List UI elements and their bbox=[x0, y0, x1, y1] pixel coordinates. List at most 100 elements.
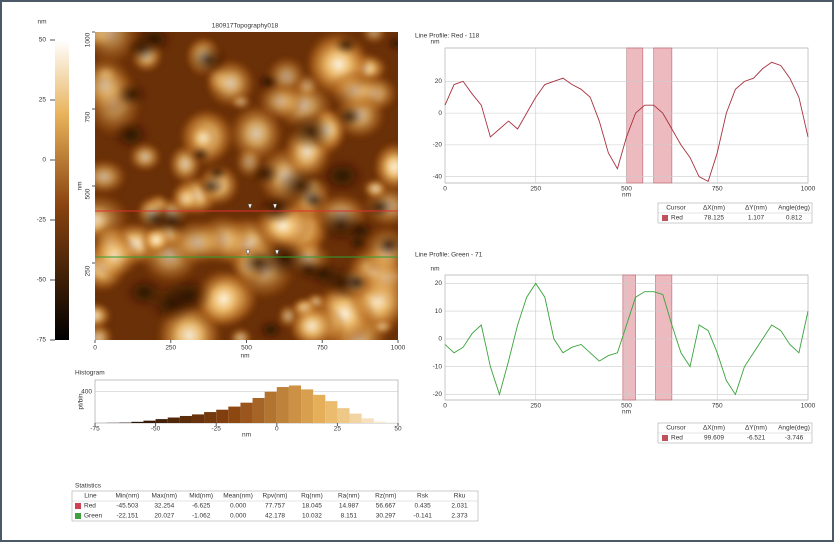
table-header: ΔY(nm) bbox=[745, 425, 767, 432]
table-cell: 0.000 bbox=[230, 503, 247, 510]
y-tick-label: 20 bbox=[435, 78, 443, 85]
histogram-bar bbox=[228, 406, 241, 423]
pit bbox=[336, 105, 364, 128]
pit bbox=[257, 193, 297, 225]
table-header: Rz(nm) bbox=[375, 493, 396, 500]
histogram-bar bbox=[349, 413, 362, 423]
y-tick-label: 0 bbox=[438, 110, 442, 117]
table-cell: 0.812 bbox=[786, 215, 803, 222]
histogram-bar bbox=[167, 417, 180, 423]
y-axis-label: nm bbox=[430, 39, 439, 46]
pit bbox=[124, 276, 165, 309]
histogram-bar bbox=[337, 408, 350, 423]
chart-title: Line Profile: Red - 118 bbox=[415, 33, 480, 40]
table-cell: Red bbox=[84, 503, 96, 510]
cursor-marker bbox=[247, 203, 278, 210]
cursor-band bbox=[655, 274, 673, 401]
y-tick-label: -10 bbox=[433, 363, 443, 370]
colorbar-tick-label: -75 bbox=[37, 337, 47, 344]
swatch bbox=[75, 513, 81, 519]
x-tick-label: 250 bbox=[530, 403, 541, 410]
table-cell: 78.125 bbox=[704, 215, 724, 222]
histogram-bar bbox=[325, 401, 338, 423]
pit bbox=[306, 260, 341, 288]
table-cell: 99.609 bbox=[704, 435, 724, 442]
pit bbox=[189, 44, 229, 76]
histogram-bar bbox=[301, 389, 314, 423]
grain bbox=[360, 32, 388, 45]
grain bbox=[256, 81, 305, 122]
colorbar-tick-label: -25 bbox=[37, 217, 47, 224]
histogram-bar bbox=[191, 414, 205, 423]
x-tick-label: 1000 bbox=[801, 186, 816, 193]
colorbar-tick-label: -50 bbox=[37, 277, 47, 284]
swatch bbox=[662, 435, 668, 441]
x-tick-label: 0 bbox=[93, 345, 97, 352]
table-header: Ra(nm) bbox=[338, 493, 360, 500]
table-cell: 20.027 bbox=[154, 513, 174, 520]
pit bbox=[115, 81, 148, 108]
histogram-bar bbox=[204, 412, 217, 423]
grain bbox=[128, 142, 162, 172]
pit bbox=[365, 196, 393, 219]
table-cell: 42.178 bbox=[265, 513, 285, 520]
grain bbox=[228, 327, 253, 340]
swatch bbox=[75, 503, 81, 509]
table-header: Min(nm) bbox=[115, 493, 139, 500]
chart-title: Histogram bbox=[75, 370, 105, 377]
y-axis-label: nm bbox=[77, 181, 84, 190]
x-tick-label: 250 bbox=[165, 345, 176, 352]
histogram-bar bbox=[361, 418, 374, 423]
pit bbox=[207, 165, 228, 181]
x-tick-label: 500 bbox=[621, 186, 632, 193]
table-cell: 1.107 bbox=[748, 215, 765, 222]
grain bbox=[327, 69, 383, 112]
y-tick-label: 500 bbox=[85, 188, 92, 199]
cursor-marker bbox=[245, 249, 280, 256]
table-cell: 77.757 bbox=[265, 503, 285, 510]
histogram-bar bbox=[288, 385, 302, 423]
x-axis-label: nm bbox=[622, 192, 631, 199]
table-cell: 2.031 bbox=[451, 503, 468, 510]
line-series bbox=[444, 282, 809, 397]
x-tick-label: 500 bbox=[621, 403, 632, 410]
x-tick-label: 1000 bbox=[391, 345, 406, 352]
pit bbox=[386, 35, 398, 52]
pit bbox=[347, 234, 368, 251]
y-axis-label: nm bbox=[430, 266, 439, 273]
table-header: Rsk bbox=[417, 493, 429, 500]
table-cell: 56.667 bbox=[376, 503, 396, 510]
cursor-band bbox=[653, 47, 673, 184]
pit bbox=[125, 35, 159, 62]
y-tick-label: -20 bbox=[433, 391, 443, 398]
pit bbox=[260, 239, 309, 279]
pit bbox=[164, 276, 213, 316]
table-cell: -45.503 bbox=[116, 503, 138, 510]
x-tick-label: 0 bbox=[443, 403, 447, 410]
x-tick-label: -25 bbox=[211, 426, 221, 433]
table-header: Rpv(nm) bbox=[263, 493, 288, 500]
grain bbox=[187, 123, 218, 154]
x-tick-label: 500 bbox=[241, 345, 252, 352]
table-header: Angle(deg) bbox=[778, 205, 810, 212]
x-tick-label: 0 bbox=[275, 426, 279, 433]
pit bbox=[137, 204, 174, 234]
table-header: Line bbox=[84, 493, 97, 500]
swatch bbox=[662, 215, 668, 221]
histogram-bar bbox=[155, 419, 168, 423]
statistics-table bbox=[71, 490, 479, 522]
y-tick-label: 20 bbox=[435, 280, 443, 287]
grain bbox=[95, 322, 114, 340]
pit bbox=[257, 319, 284, 340]
table-header: Mean(nm) bbox=[223, 493, 253, 500]
y-tick-label: 1000 bbox=[85, 32, 92, 47]
table-header: Cursor bbox=[666, 205, 686, 212]
table-cell: Red bbox=[671, 435, 683, 442]
grain bbox=[194, 268, 253, 330]
x-axis-label: nm bbox=[242, 432, 251, 439]
table-cell: 14.987 bbox=[339, 503, 359, 510]
table-header: Max(nm) bbox=[151, 493, 177, 500]
table-cell: 32.254 bbox=[154, 503, 174, 510]
table-header: ΔY(nm) bbox=[745, 205, 767, 212]
pit bbox=[256, 72, 280, 92]
